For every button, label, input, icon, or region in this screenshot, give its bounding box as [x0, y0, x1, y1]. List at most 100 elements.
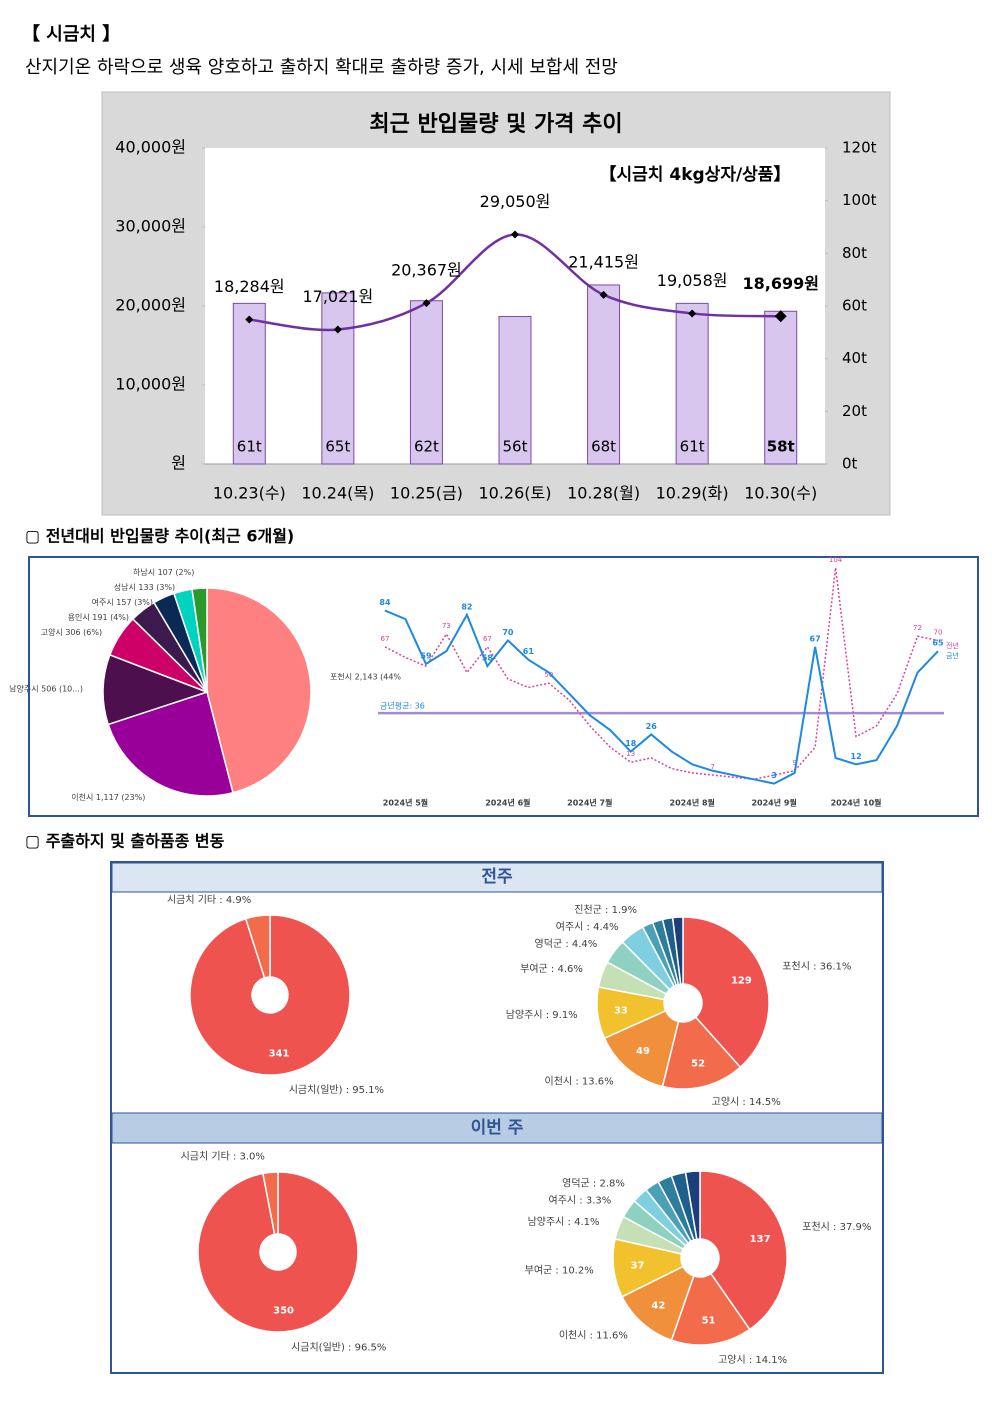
- bar: [498, 316, 532, 465]
- series-line: [384, 609, 939, 785]
- x-tick-label: 2024년 10월: [831, 798, 882, 808]
- data-label: 7: [710, 763, 714, 771]
- slice-label: 이천시 1,117 (23%): [71, 792, 145, 802]
- y2-tick-label: 60t: [842, 297, 867, 315]
- y-tick-label: 30,000원: [115, 217, 186, 236]
- slice-label: 시금치(일반) : 95.1%: [289, 1084, 384, 1096]
- slice-label: 여주시 : 4.4%: [556, 921, 619, 933]
- data-label: 82: [461, 602, 472, 611]
- slice-label: 이천시 : 11.6%: [559, 1329, 628, 1341]
- slice-label: 하남시 107 (2%): [133, 567, 194, 577]
- slice-label: 용인시 191 (4%): [68, 612, 129, 622]
- y-tick-label: 20,000원: [115, 296, 186, 315]
- slice: [107, 691, 234, 797]
- data-label: 3: [771, 771, 777, 780]
- y2-tick-label: 80t: [842, 244, 867, 262]
- x-tick-label: 10.25(금): [390, 484, 463, 503]
- slice-label: 여주시 157 (3%): [92, 597, 153, 607]
- price-label: 29,050원: [480, 192, 551, 211]
- data-label: 61: [523, 647, 535, 656]
- slice-count: 37: [630, 1261, 644, 1272]
- y2-tick-label: 0t: [842, 455, 858, 473]
- slice-label: 여주시 : 3.3%: [549, 1194, 612, 1206]
- x-tick-label: 10.24(목): [301, 484, 374, 503]
- data-label: 58: [482, 654, 494, 663]
- slice-label: 포천시 : 37.9%: [802, 1221, 871, 1233]
- y-tick-label: 10,000원: [115, 375, 186, 394]
- slice: [197, 1171, 359, 1333]
- section-heading: ▢ 주출하지 및 출하품종 변동: [25, 832, 225, 851]
- data-label: 67: [810, 634, 821, 643]
- y-tick-label: 원: [171, 454, 186, 473]
- price-label: 19,058원: [657, 271, 728, 290]
- slice-label: 포천시 : 36.1%: [782, 961, 851, 973]
- slice-count: 129: [731, 976, 752, 987]
- chart-title: 최근 반입물량 및 가격 추이: [369, 112, 622, 137]
- slice-count: 42: [651, 1300, 665, 1311]
- x-tick-label: 2024년 5월: [383, 798, 428, 808]
- price-label: 17,021원: [302, 287, 373, 306]
- slice-count: 341: [269, 1048, 290, 1059]
- panel-header: [111, 862, 883, 893]
- slice: [684, 1170, 701, 1241]
- data-label: 70: [502, 628, 514, 637]
- bar-label: 65t: [325, 438, 350, 456]
- y2-tick-label: 20t: [842, 402, 867, 420]
- slice-label: 이천시 : 13.6%: [545, 1075, 614, 1087]
- slice: [244, 914, 271, 979]
- slice-count: 33: [614, 1005, 628, 1016]
- slice: [102, 653, 210, 726]
- bar-label: 68t: [591, 438, 616, 456]
- slice-label: 부여군 : 10.2%: [525, 1264, 594, 1276]
- slice: [191, 587, 208, 693]
- section-heading: ▢ 전년대비 반입물량 추이(최근 6개월): [25, 527, 294, 546]
- slice-label: 고양시 306 (6%): [41, 628, 102, 637]
- price-marker: [245, 315, 254, 324]
- slice-count: 52: [691, 1059, 705, 1070]
- x-tick-label: 10.30(수): [744, 484, 817, 503]
- bar: [321, 292, 355, 465]
- slice-label: 영덕군 : 2.8%: [562, 1177, 625, 1189]
- price-label: 20,367원: [391, 261, 462, 280]
- legend-entry: 전년: [946, 641, 959, 650]
- slice-label: 남양주시 : 4.1%: [528, 1216, 600, 1228]
- data-label: 50: [544, 671, 553, 679]
- data-label: 67: [381, 635, 390, 643]
- panel-title: 이번 주: [471, 1118, 524, 1138]
- bar-label: 61t: [680, 438, 705, 456]
- slice-label: 시금치 기타 : 3.0%: [181, 1150, 265, 1162]
- data-label: 104: [829, 556, 843, 564]
- data-label: 84: [379, 598, 391, 607]
- slice-label: 고양시 : 14.5%: [712, 1096, 781, 1108]
- price-label: 18,699원: [742, 274, 818, 293]
- price-marker: [422, 299, 431, 308]
- slice: [670, 1272, 751, 1346]
- chart-annotation: 【시금치 4kg상자/상품】: [600, 164, 791, 185]
- bar-label: 61t: [237, 438, 262, 456]
- slice: [671, 916, 684, 985]
- x-tick-label: 10.28(월): [567, 484, 640, 503]
- y2-tick-label: 100t: [842, 191, 877, 209]
- data-label: 59: [420, 651, 432, 660]
- slice-count: 137: [750, 1234, 771, 1245]
- price-marker: [511, 230, 519, 239]
- slice-label: 성남시 133 (3%): [114, 583, 175, 592]
- bar: [587, 284, 621, 465]
- price-marker: [333, 325, 342, 334]
- slice-label: 남양주시 506 (10...): [9, 685, 83, 694]
- page-subtitle: 산지기온 하락으로 생육 양호하고 출하지 확대로 출하량 증가, 시세 보합세…: [25, 57, 618, 78]
- slice-label: 포천시 2,143 (44%: [330, 671, 401, 681]
- bar-label: 62t: [414, 438, 439, 456]
- data-label: 67: [483, 635, 492, 643]
- slice-count: 51: [702, 1315, 716, 1326]
- slice: [189, 914, 351, 1076]
- slice-label: 시금치(일반) : 96.5%: [291, 1342, 386, 1354]
- panel-header: [111, 1112, 883, 1144]
- slice-label: 남양주시 : 9.1%: [506, 1009, 578, 1021]
- x-tick-label: 2024년 7월: [567, 798, 612, 808]
- price-marker: [599, 290, 608, 299]
- slice: [603, 1009, 680, 1088]
- slice: [206, 587, 312, 794]
- bar-label: 56t: [503, 438, 528, 456]
